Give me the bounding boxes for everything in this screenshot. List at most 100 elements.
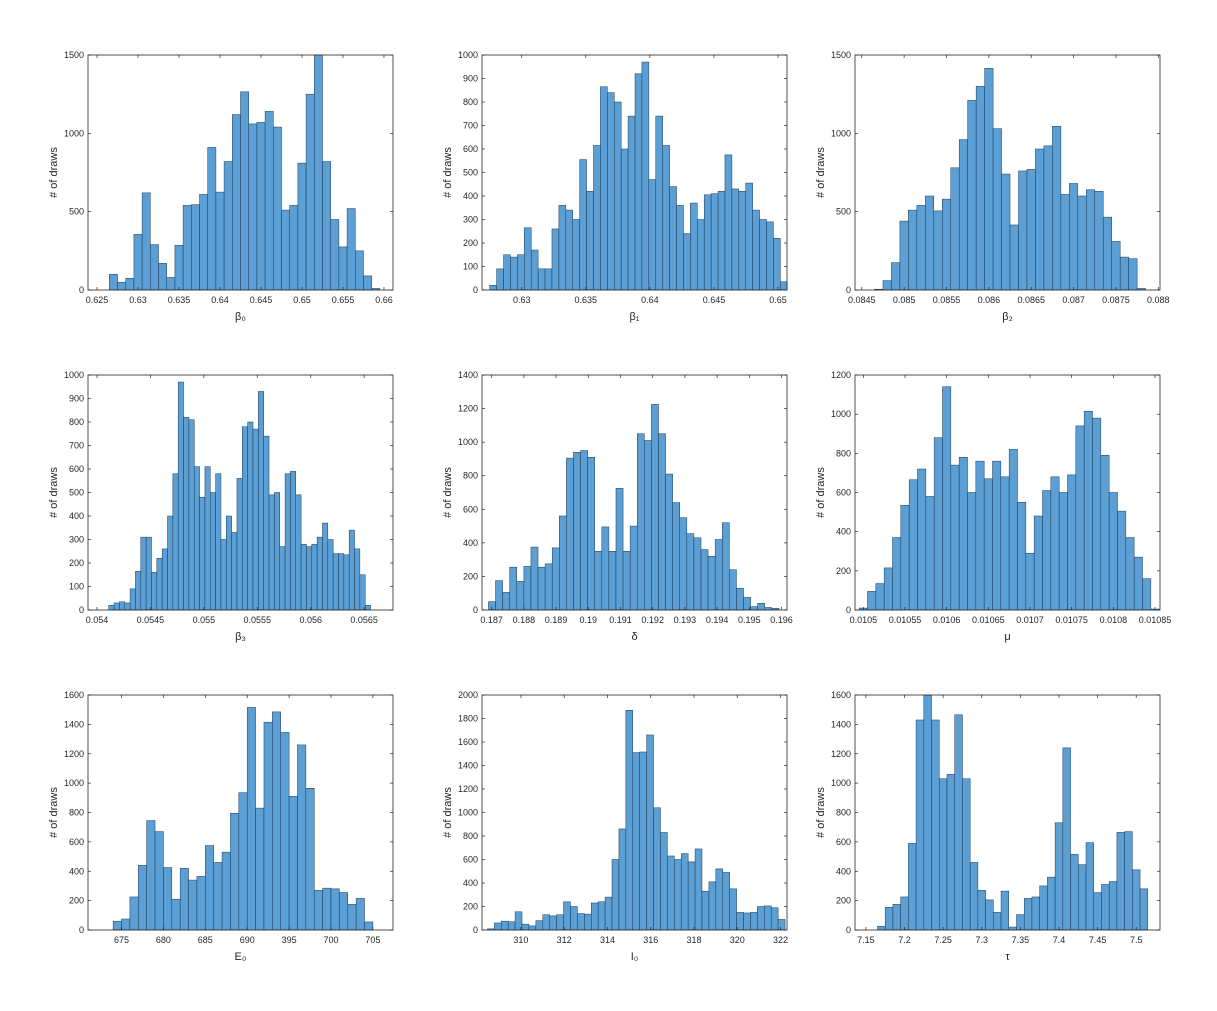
- histogram-bar: [524, 227, 532, 291]
- histogram-bar: [1031, 896, 1040, 931]
- histogram-bar: [268, 494, 275, 611]
- histogram-bar: [950, 464, 960, 611]
- histogram-bar: [724, 154, 733, 291]
- x-tick-label: 0.645: [250, 295, 273, 305]
- y-tick-label: 500: [836, 207, 851, 217]
- x-tick-label: 7.35: [1012, 935, 1030, 945]
- histogram-bar: [1035, 148, 1045, 291]
- y-tick-label: 1400: [831, 719, 851, 729]
- histogram-bar: [193, 466, 200, 611]
- y-tick-label: 800: [836, 808, 851, 818]
- histogram-bar: [653, 807, 661, 931]
- histogram-bar: [900, 896, 909, 931]
- histogram-bar: [255, 807, 265, 931]
- histogram-bar: [680, 853, 689, 931]
- histogram-bar: [1000, 890, 1010, 931]
- histogram-bar: [544, 268, 553, 291]
- histogram-bar: [223, 161, 233, 291]
- histogram-bar: [339, 892, 349, 931]
- histogram-bar: [759, 219, 767, 291]
- histogram-bar: [1133, 556, 1143, 611]
- x-axis-label: β₃: [235, 631, 246, 643]
- histogram-bar: [925, 496, 935, 611]
- histogram-bar: [683, 233, 691, 291]
- y-tick-label: 1000: [458, 808, 478, 818]
- histogram-bar: [179, 868, 189, 931]
- y-tick-label: 200: [836, 896, 851, 906]
- histogram-bar: [313, 890, 323, 931]
- y-axis-label: # of draws: [815, 787, 827, 838]
- histogram-bar: [188, 419, 195, 611]
- y-tick-label: 300: [69, 535, 84, 545]
- histogram-bar: [1075, 425, 1085, 611]
- histogram-bar: [942, 386, 952, 611]
- histogram-bar: [1047, 876, 1056, 931]
- histogram-bar: [289, 205, 299, 291]
- histogram-bar: [651, 404, 659, 611]
- histogram-bar: [322, 522, 329, 611]
- x-tick-label: 320: [730, 935, 745, 945]
- histogram-bar: [156, 558, 163, 611]
- histogram-bar: [580, 450, 588, 611]
- x-tick-label: 7.5: [1130, 935, 1143, 945]
- histogram-bar: [182, 205, 192, 291]
- histogram-bar: [694, 848, 703, 931]
- histogram-bar: [655, 115, 663, 291]
- axes-frame: [854, 54, 1161, 291]
- histogram-bar: [625, 710, 634, 931]
- histogram-bar: [199, 194, 208, 291]
- y-tick-label: 1000: [831, 778, 851, 788]
- y-tick-label: 900: [69, 394, 84, 404]
- y-tick-label: 1400: [458, 761, 478, 771]
- histogram-bar: [1094, 191, 1104, 291]
- x-tick-label: 0.188: [513, 615, 536, 625]
- y-tick-label: 0: [473, 925, 478, 935]
- histogram-bar: [354, 548, 361, 611]
- histogram-bar: [226, 515, 232, 611]
- x-tick-label: 0.63: [513, 295, 531, 305]
- x-tick-label: 7.2: [898, 935, 911, 945]
- histogram-bar: [1067, 474, 1077, 611]
- y-tick-label: 300: [463, 215, 478, 225]
- histogram-bar: [305, 93, 315, 291]
- x-axis-label: E₀: [235, 951, 247, 963]
- histogram-bar: [1001, 173, 1011, 291]
- x-axis-label: μ: [1004, 631, 1010, 643]
- x-tick-label: 0.0555: [244, 615, 272, 625]
- histogram-bar: [509, 566, 518, 611]
- histogram-bar: [641, 61, 650, 291]
- histogram-bar: [717, 191, 726, 291]
- x-tick-label: 0.086: [978, 295, 1001, 305]
- x-tick-label: 0.0865: [1017, 295, 1045, 305]
- x-tick-label: 0.0108: [1100, 615, 1128, 625]
- histogram-bar: [1039, 885, 1048, 931]
- histogram-bar: [707, 556, 716, 611]
- histogram-bar: [559, 515, 567, 611]
- histogram-bar: [215, 473, 222, 611]
- histogram-bar: [1078, 864, 1087, 931]
- y-tick-label: 1400: [64, 719, 84, 729]
- histogram-bar: [764, 905, 772, 931]
- x-tick-label: 7.15: [857, 935, 875, 945]
- histogram-bar: [537, 566, 546, 611]
- histogram-bar: [288, 796, 298, 931]
- histogram-bar: [556, 914, 564, 931]
- histogram-bar: [566, 457, 574, 611]
- y-tick-label: 800: [836, 448, 851, 458]
- x-tick-label: 0.0875: [1102, 295, 1130, 305]
- y-tick-label: 0: [846, 605, 851, 615]
- histogram-bar: [736, 587, 744, 611]
- y-tick-label: 1000: [64, 370, 84, 380]
- histogram-bar: [338, 246, 348, 291]
- histogram-bar: [923, 694, 932, 931]
- histogram-bar: [693, 537, 702, 611]
- histogram-bar: [355, 898, 365, 931]
- histogram-bar: [246, 707, 256, 931]
- histogram-bar: [124, 602, 131, 611]
- histogram-panel: 0 500 1000 1500 0.625 0.63 0.635 0.64 0.645 0.65 0…: [48, 50, 394, 323]
- histogram-bar: [281, 209, 290, 291]
- histogram-bar: [931, 719, 940, 931]
- histogram-bar: [1033, 515, 1043, 611]
- histogram-bar: [530, 546, 539, 611]
- histogram-bar: [629, 525, 638, 611]
